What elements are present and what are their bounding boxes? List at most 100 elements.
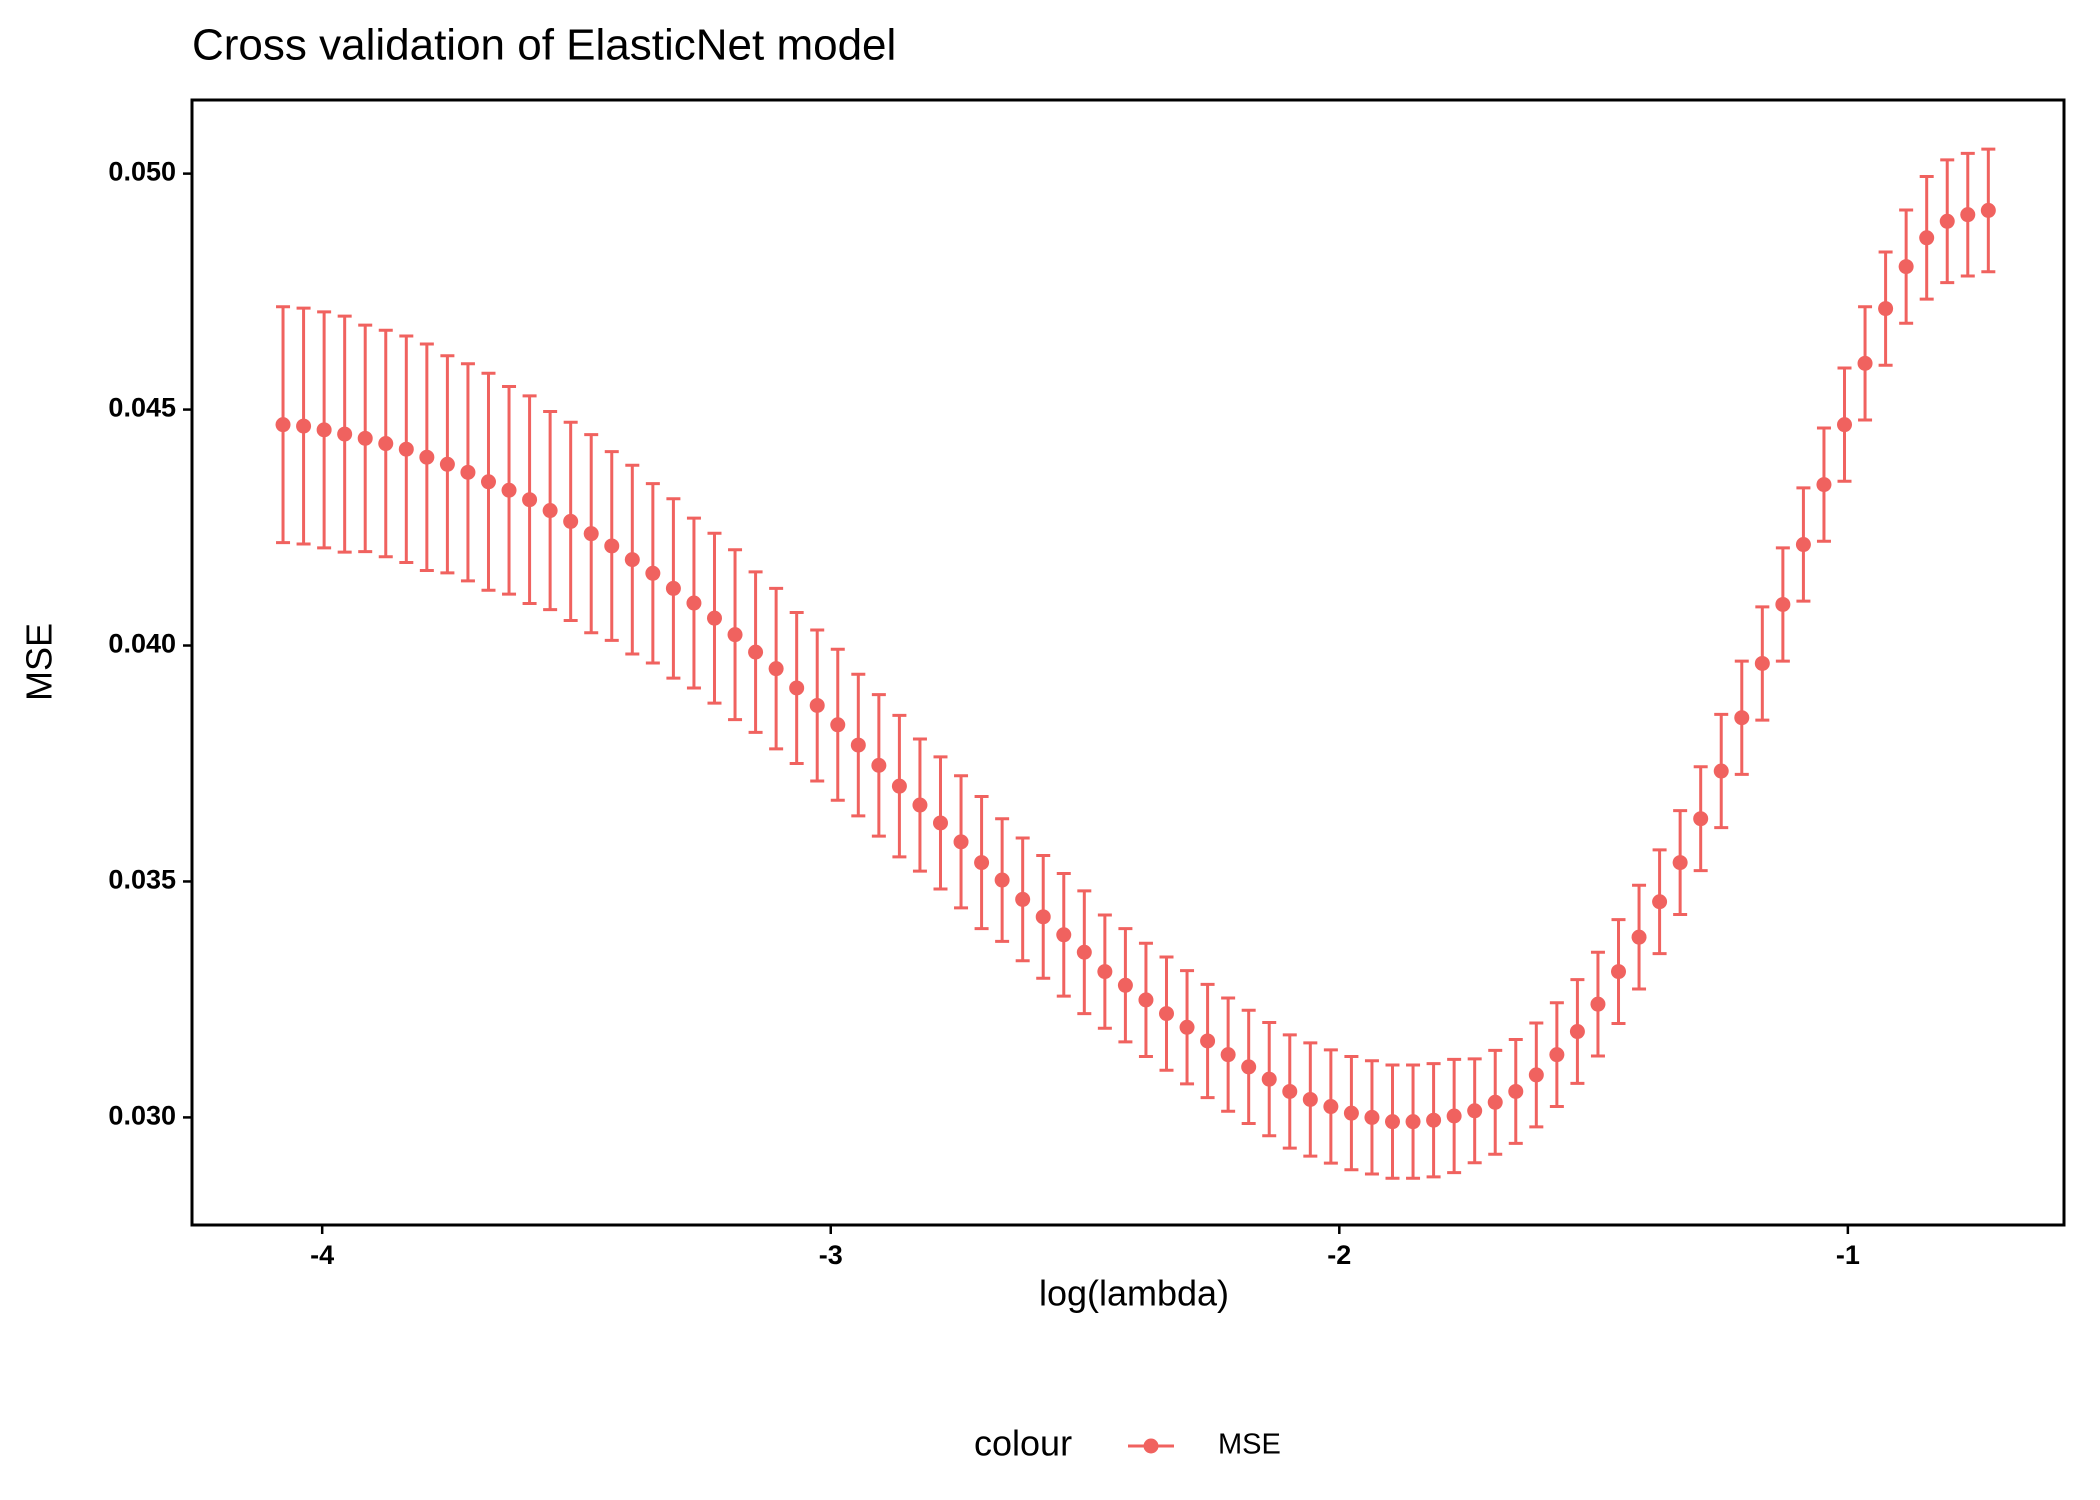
point [1385,1114,1401,1130]
point [1939,213,1955,229]
point [994,872,1010,888]
point [1590,996,1606,1012]
x-tick-label: -1 [1836,1240,1860,1270]
point [789,680,805,696]
point [1898,259,1914,275]
point [624,552,640,568]
point [748,644,764,660]
chart-title: Cross validation of ElasticNet model [192,21,896,70]
point [686,595,702,611]
point [1076,944,1092,960]
point [1056,927,1072,943]
point [1775,596,1791,612]
point [316,422,332,438]
point [1467,1103,1483,1119]
point [604,538,620,554]
point [1364,1109,1380,1125]
point [275,417,291,433]
legend-title: colour [974,1423,1072,1464]
legend-key-point [1143,1438,1159,1454]
point [1200,1033,1216,1049]
point [1426,1112,1442,1128]
point [830,717,846,733]
point [1405,1114,1421,1130]
point [1138,992,1154,1008]
point [1035,909,1051,925]
point [1241,1059,1257,1075]
point [932,815,948,831]
point [1097,964,1113,980]
point [1446,1108,1462,1124]
point [1261,1071,1277,1087]
point [1837,417,1853,433]
point [563,513,579,529]
point [1795,537,1811,553]
point [891,778,907,794]
point [1857,355,1873,371]
y-tick-label: 0.045 [108,393,176,423]
point [974,855,990,871]
point [439,456,455,472]
point [1179,1019,1195,1035]
point [1015,891,1031,907]
point [871,757,887,773]
point [378,436,394,452]
x-tick-label: -4 [310,1240,334,1270]
point [480,474,496,490]
point [1693,811,1709,827]
point [1117,977,1133,993]
point [460,464,476,480]
point [1672,855,1688,871]
point [522,492,538,508]
point [1960,207,1976,223]
point [1652,894,1668,910]
x-axis-label: log(lambda) [1039,1273,1229,1314]
point [1323,1099,1339,1115]
point [953,834,969,850]
y-tick-label: 0.040 [108,629,176,659]
point [1611,964,1627,980]
point [1549,1047,1565,1063]
point [501,482,517,498]
x-tick-label: -2 [1327,1240,1351,1270]
y-axis-label: MSE [19,623,60,701]
legend-label: MSE [1218,1429,1281,1461]
point [357,430,373,446]
y-tick-label: 0.050 [108,157,176,187]
point [665,580,681,596]
x-tick-label: -3 [819,1240,843,1270]
point [1528,1067,1544,1083]
point [912,797,928,813]
point [583,526,599,542]
point [1220,1047,1236,1063]
point [727,627,743,643]
point [398,441,414,457]
point [337,426,353,442]
point [1282,1083,1298,1099]
point [1343,1105,1359,1121]
point [1487,1094,1503,1110]
point [1631,929,1647,945]
point [419,449,435,465]
point [809,697,825,713]
point [1302,1091,1318,1107]
point [1734,710,1750,726]
point [645,565,661,581]
y-tick-label: 0.035 [108,865,176,895]
point [1713,763,1729,779]
point [1158,1006,1174,1022]
point [1980,202,1996,218]
point [542,503,558,519]
plot-panel [190,98,2066,1227]
point [1569,1024,1585,1040]
point [1816,477,1832,493]
point [1508,1083,1524,1099]
point [1919,230,1935,246]
point [850,737,866,753]
point [296,418,312,434]
y-tick-label: 0.030 [108,1101,176,1131]
point [1754,655,1770,671]
point [768,661,784,677]
point [706,610,722,626]
